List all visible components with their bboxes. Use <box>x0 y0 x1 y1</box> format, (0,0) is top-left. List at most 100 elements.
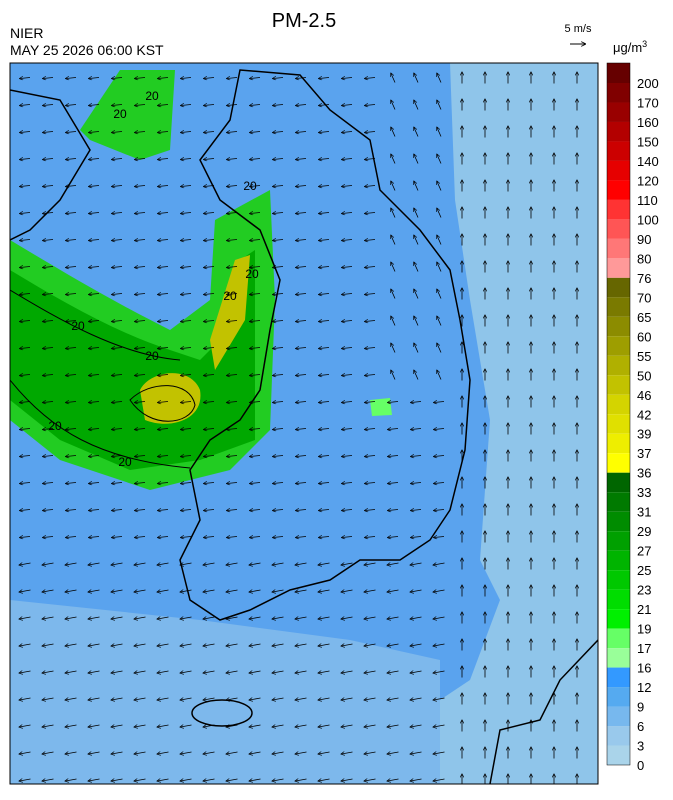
wind-arrow <box>135 429 146 430</box>
wind-arrow <box>365 321 376 322</box>
colorbar-label: 150 <box>637 134 659 149</box>
wind-arrow <box>204 240 215 241</box>
wind-arrow <box>227 375 238 376</box>
wind-arrow <box>20 537 31 538</box>
wind-arrow <box>437 155 442 164</box>
wind-arrow <box>20 294 31 295</box>
agency: NIER <box>10 25 43 41</box>
wind-arrow <box>158 402 169 403</box>
wind-arrow <box>250 725 261 727</box>
wind-arrow <box>434 671 445 673</box>
wind-arrow <box>227 294 238 295</box>
colorbar-label: 65 <box>637 310 651 325</box>
wind-arrow <box>250 186 261 187</box>
wind-arrow <box>319 78 330 79</box>
wind-arrow <box>112 510 123 511</box>
wind-arrow <box>204 267 215 268</box>
wind-arrow <box>20 563 31 565</box>
jeju <box>191 699 253 727</box>
contour-lines <box>10 289 196 469</box>
colorbar-segment <box>607 492 630 512</box>
wind-arrow <box>181 213 192 214</box>
wind-arrow <box>89 752 100 754</box>
wind-arrow <box>66 537 77 538</box>
wind-arrow <box>66 132 77 133</box>
wind-arrow <box>342 779 353 781</box>
wind-arrow <box>365 402 376 403</box>
wind-arrow <box>437 236 442 245</box>
wind-arrow <box>204 105 215 106</box>
wind-arrow <box>365 348 376 349</box>
wind-arrow <box>365 456 376 457</box>
wind-arrow <box>319 671 330 673</box>
colorbar-segment <box>607 628 630 649</box>
colorbar-segment <box>607 63 630 83</box>
wind-arrow <box>273 725 284 727</box>
wind-arrow <box>391 290 396 299</box>
wind-arrow <box>250 671 261 673</box>
wind-arrow <box>411 563 422 565</box>
wind-arrow <box>391 209 396 218</box>
wind-arrow <box>43 294 54 295</box>
colorbar-segment <box>607 316 630 337</box>
wind-arrow <box>43 510 54 511</box>
unit: μg/m3 <box>613 39 647 55</box>
wind-arrow <box>89 725 100 727</box>
wind-arrow <box>365 267 376 268</box>
wind-arrow <box>342 294 353 295</box>
wind-arrow <box>158 375 169 376</box>
wind-arrow <box>158 590 169 592</box>
wind-arrow <box>227 510 238 511</box>
colorbar-label: 39 <box>637 427 651 442</box>
wind-arrow <box>296 590 307 592</box>
wind-arrow <box>250 537 261 538</box>
colorbar-label: 25 <box>637 563 651 578</box>
wind-arrow <box>158 563 169 565</box>
colorbar-label: 23 <box>637 583 651 598</box>
wind-arrow <box>20 590 31 592</box>
wind-arrow <box>66 698 77 700</box>
wind-arrow <box>158 348 169 349</box>
wind-arrow <box>365 590 376 592</box>
wind-arrow <box>411 644 422 646</box>
wind-arrow <box>20 429 31 430</box>
wind-arrow <box>273 752 284 754</box>
colorbar-segment <box>607 277 630 298</box>
wind-arrow <box>365 105 376 106</box>
wind-arrow <box>273 159 284 160</box>
wind-arrow <box>89 483 100 484</box>
wind-arrow <box>112 698 123 700</box>
wind-arrow <box>112 105 123 106</box>
wind-arrow <box>158 725 169 727</box>
wind-arrow <box>388 483 399 484</box>
wind-arrow <box>181 321 192 322</box>
colorbar-segment <box>607 609 630 629</box>
wind-arrow <box>319 240 330 241</box>
wind-arrow <box>43 644 54 646</box>
wind-arrow <box>66 348 77 349</box>
wind-arrow <box>135 779 146 781</box>
wind-arrow <box>43 159 54 160</box>
wind-arrow <box>411 590 422 592</box>
wind-arrow <box>20 267 31 268</box>
wind-arrow <box>158 671 169 673</box>
wind-arrow <box>89 186 100 187</box>
wind-arrow <box>112 671 123 673</box>
wind-arrow <box>365 429 376 430</box>
wind-arrow <box>273 321 284 322</box>
wind-arrow <box>158 78 169 79</box>
wind-arrow <box>204 537 215 538</box>
wind-arrow <box>319 186 330 187</box>
wind-arrow <box>365 483 376 484</box>
wind-arrow <box>135 159 146 160</box>
wind-arrow <box>319 321 330 322</box>
wind-arrow <box>365 375 376 376</box>
wind-arrow <box>414 290 419 299</box>
wind-arrow <box>319 375 330 376</box>
wind-arrow <box>342 321 353 322</box>
wind-arrow <box>388 671 399 673</box>
coastline <box>179 69 471 621</box>
wind-arrow <box>204 132 215 133</box>
wind-arrow <box>89 213 100 214</box>
wind-arrow <box>411 483 422 484</box>
